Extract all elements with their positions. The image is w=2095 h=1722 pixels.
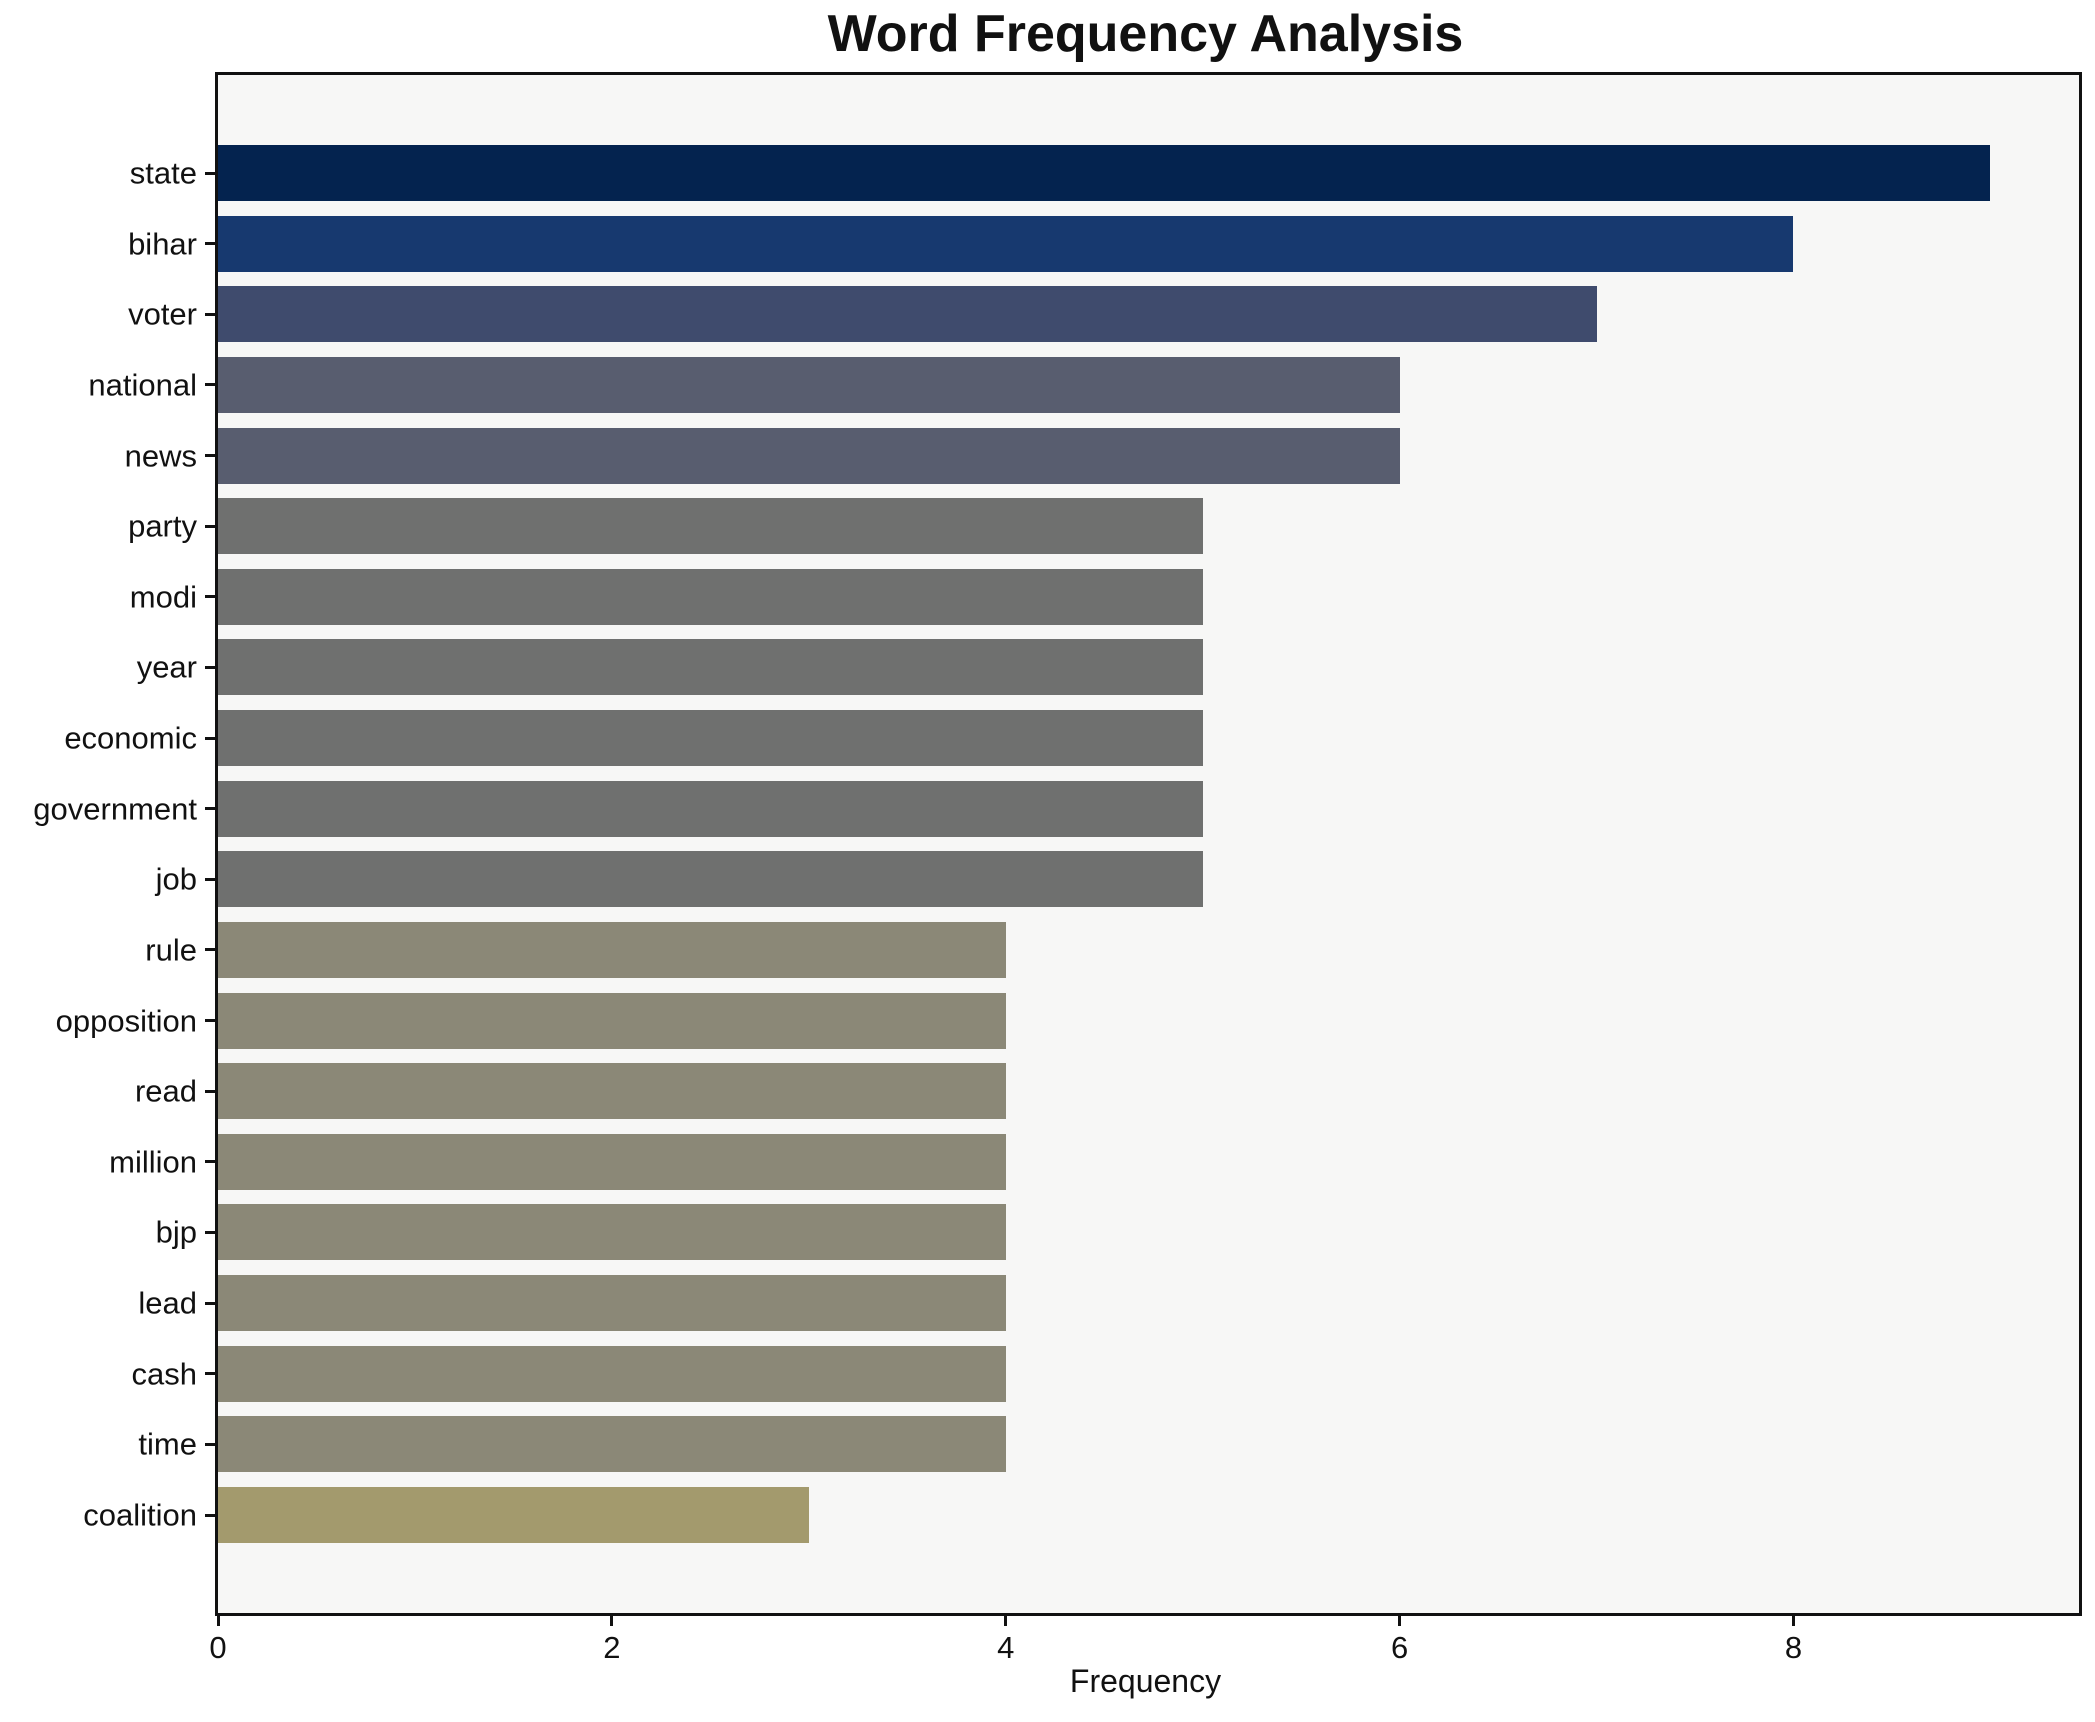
x-tick-label-2: 2 bbox=[603, 1630, 621, 1665]
y-tick-news bbox=[205, 454, 215, 458]
x-tick-6 bbox=[1398, 1616, 1402, 1626]
y-tick-label-national: national bbox=[88, 367, 197, 403]
bar-time bbox=[218, 1416, 1006, 1473]
x-tick-label-4: 4 bbox=[997, 1630, 1015, 1665]
y-tick-rule bbox=[205, 948, 215, 952]
bar-cash bbox=[218, 1345, 1006, 1402]
bar-party bbox=[218, 498, 1203, 555]
x-tick-0 bbox=[216, 1616, 220, 1626]
y-tick-lead bbox=[205, 1301, 215, 1305]
y-tick-government bbox=[205, 807, 215, 811]
y-tick-label-cash: cash bbox=[131, 1356, 197, 1392]
bar-job bbox=[218, 851, 1203, 908]
x-tick-label-0: 0 bbox=[209, 1630, 227, 1665]
bar-news bbox=[218, 427, 1400, 484]
y-tick-label-bihar: bihar bbox=[128, 226, 197, 262]
chart-title: Word Frequency Analysis bbox=[827, 5, 1464, 63]
bar-modi bbox=[218, 568, 1203, 625]
y-tick-label-lead: lead bbox=[138, 1285, 197, 1321]
x-tick-4 bbox=[1004, 1616, 1008, 1626]
y-tick-opposition bbox=[205, 1019, 215, 1023]
bar-rule bbox=[218, 921, 1006, 978]
y-tick-economic bbox=[205, 736, 215, 740]
y-tick-bjp bbox=[205, 1230, 215, 1234]
bar-government bbox=[218, 780, 1203, 837]
bar-opposition bbox=[218, 992, 1006, 1049]
y-tick-label-bjp: bjp bbox=[155, 1214, 197, 1250]
y-tick-bihar bbox=[205, 242, 215, 246]
y-tick-time bbox=[205, 1442, 215, 1446]
y-tick-read bbox=[205, 1089, 215, 1093]
y-tick-label-job: job bbox=[155, 861, 197, 897]
bar-state bbox=[218, 145, 1991, 201]
y-tick-cash bbox=[205, 1372, 215, 1376]
y-tick-million bbox=[205, 1160, 215, 1164]
y-tick-label-coalition: coalition bbox=[83, 1497, 197, 1533]
y-tick-year bbox=[205, 665, 215, 669]
bar-economic bbox=[218, 710, 1203, 767]
x-tick-2 bbox=[610, 1616, 614, 1626]
y-tick-job bbox=[205, 877, 215, 881]
y-tick-state bbox=[205, 171, 215, 175]
y-tick-label-news: news bbox=[124, 438, 197, 474]
y-tick-label-million: million bbox=[109, 1144, 197, 1180]
y-tick-modi bbox=[205, 595, 215, 599]
y-tick-coalition bbox=[205, 1513, 215, 1517]
y-tick-label-modi: modi bbox=[129, 579, 197, 615]
bar-voter bbox=[218, 286, 1597, 343]
bar-bihar bbox=[218, 215, 1794, 272]
y-tick-label-year: year bbox=[136, 649, 197, 685]
x-tick-label-6: 6 bbox=[1390, 1630, 1409, 1665]
bar-million bbox=[218, 1133, 1006, 1190]
y-tick-label-government: government bbox=[33, 791, 197, 827]
plot-area: state bihar voter national news party modi year… bbox=[33, 72, 2082, 1663]
y-tick-label-state: state bbox=[129, 155, 197, 191]
y-tick-voter bbox=[205, 312, 215, 316]
bar-lead bbox=[218, 1275, 1006, 1332]
x-tick-label-8: 8 bbox=[1784, 1630, 1803, 1665]
y-tick-label-economic: economic bbox=[64, 720, 197, 756]
y-tick-national bbox=[205, 383, 215, 387]
y-tick-label-party: party bbox=[128, 508, 197, 544]
y-tick-label-opposition: opposition bbox=[55, 1003, 197, 1039]
y-tick-label-time: time bbox=[138, 1426, 197, 1462]
bar-year bbox=[218, 639, 1203, 696]
bar-coalition bbox=[218, 1487, 809, 1543]
y-tick-label-read: read bbox=[134, 1073, 197, 1109]
y-tick-party bbox=[205, 524, 215, 528]
x-axis-label: Frequency bbox=[1069, 1663, 1222, 1699]
y-tick-label-voter: voter bbox=[128, 296, 197, 332]
bar-national bbox=[218, 356, 1400, 413]
y-tick-label-rule: rule bbox=[145, 932, 197, 968]
bar-bjp bbox=[218, 1204, 1006, 1261]
x-tick-8 bbox=[1791, 1616, 1795, 1626]
bar-read bbox=[218, 1063, 1006, 1120]
